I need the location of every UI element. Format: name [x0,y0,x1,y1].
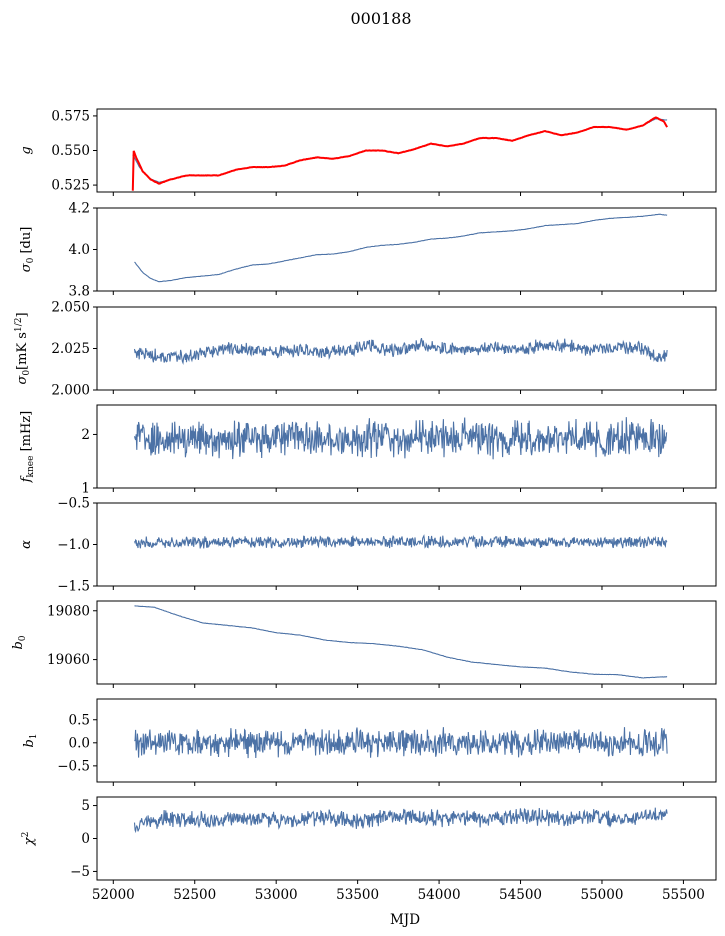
axes-frame [96,207,717,292]
series-line-1 [134,213,668,283]
y-tick-label: 0.575 [51,108,90,124]
y-tick-label: −5 [70,864,90,880]
subplot-3: 2.000 2.025 2.050 σ0[mK s1/2] [14,300,717,399]
y-axis-label: σ0 [du] [19,227,36,273]
y-tick-label: −1.5 [57,579,90,595]
subplot-2: 3.8 4.0 4.2 σ0 [du] [19,201,717,300]
y-tick-label: 5 [81,798,90,814]
y-tick-label: −0.5 [57,758,90,774]
y-tick-label: −0.5 [57,496,90,512]
subplot-4: 1 2 fknee [mHz] [19,404,717,497]
y-axis-label: fknee [mHz] [19,411,36,484]
y-tick-label: 2.000 [51,383,90,399]
axes-frame [96,600,717,685]
series-line-1 [134,727,668,759]
x-tick-label: 52000 [92,887,135,903]
y-tick-label: 4.0 [69,242,90,258]
x-tick-label: 55000 [580,887,623,903]
series-line-1 [133,337,668,365]
y-axis-label: b1 [22,733,39,747]
y-tick-label: 4.2 [69,201,90,217]
y-tick-label: −1.0 [57,537,90,553]
x-tick-label: 55500 [662,887,705,903]
y-tick-label: 0.0 [69,735,90,751]
y-tick-label: 19080 [47,603,90,619]
figure-title: 000188 [350,9,411,28]
y-tick-label: 1 [81,481,90,497]
axes-frame [96,698,717,783]
series-line-1 [133,417,668,460]
x-tick-label: 54000 [418,887,461,903]
y-tick-label: 3.8 [69,284,90,300]
x-tick-label: 53000 [255,887,298,903]
y-axis-label: σ0[mK s1/2] [14,312,32,384]
y-tick-label: 0.550 [51,143,90,159]
y-tick-label: 2.050 [51,300,90,316]
subplot-8: −5 0 5 52000 52500 53000 53500 54000 54500 55000 5… [21,796,717,903]
y-tick-label: 2.025 [51,341,90,357]
series-line-2 [131,116,668,191]
subplot-5: −1.5 −1.0 −0.5 α [19,496,717,595]
y-axis-label: χ2 [21,832,37,847]
y-axis-label: g [19,146,34,154]
y-tick-label: 19060 [47,652,90,668]
series-line-1 [133,534,668,550]
y-tick-label: 0.5 [69,712,90,728]
y-tick-label: 0 [81,831,90,847]
y-axis-label: b0 [11,635,28,649]
axes-frame [96,404,717,489]
y-axis-label: α [19,540,34,549]
y-tick-label: 0.525 [51,178,90,194]
axes-frame [96,796,717,881]
series-line-1 [134,605,668,679]
y-tick-label: 2 [81,427,90,443]
subplot-6: 19060 19080 b0 [11,600,717,688]
subplot-1: 0.525 0.550 0.575 g [19,108,717,196]
x-tick-label: 54500 [499,887,542,903]
subplot-7: −0.5 0.0 0.5 b1 [22,698,717,786]
x-axis-label: MJD [390,912,420,928]
x-tick-label: 53500 [336,887,379,903]
x-tick-label: 52500 [173,887,216,903]
series-line-1 [133,807,668,834]
